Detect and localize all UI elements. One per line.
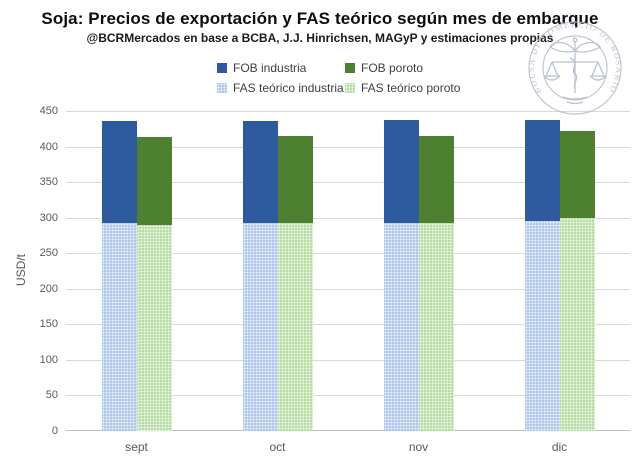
- y-tick-label-250: 250: [39, 247, 58, 260]
- bar-fas-teorico-industria-nov: [383, 222, 419, 431]
- bar-fas-teorico-poroto-oct: [277, 223, 313, 431]
- plot-area: [66, 111, 630, 431]
- bar-fob-industria-nov: [383, 119, 419, 223]
- x-axis-line: [66, 430, 630, 431]
- legend-label-fob-poroto: FOB poroto: [361, 61, 424, 75]
- bar-fob-poroto-oct: [277, 135, 313, 224]
- pattern-swatch-icon: [217, 83, 227, 93]
- gridline-300: [66, 217, 630, 219]
- gridline-450: [66, 111, 630, 112]
- x-axis-labels: sept oct nov dic: [66, 440, 630, 458]
- bar-fas-teorico-poroto-nov: [418, 222, 454, 431]
- legend-label-fas-teorico-poroto: FAS teórico poroto: [361, 81, 461, 95]
- legend-item-fob-industria: FOB industria: [217, 61, 345, 75]
- bar-fob-industria-oct: [242, 120, 278, 224]
- bcr-rosario-seal-logo: BOLSA DE COMERCIO DE ROSARIO: [527, 20, 623, 115]
- x-axis-label-dic: dic: [551, 440, 568, 454]
- gridline-50: [66, 395, 630, 397]
- y-tick-label-200: 200: [39, 282, 58, 295]
- bar-fob-industria-sept: [101, 120, 137, 224]
- caduceus-scales-icon: [543, 37, 607, 105]
- gridline-400: [66, 146, 630, 148]
- chart-title: Soja: Precios de exportación y FAS teóri…: [41, 9, 599, 28]
- x-axis-label-sept: sept: [125, 440, 148, 454]
- bar-fob-poroto-dic: [559, 130, 595, 219]
- legend-label-fob-industria: FOB industria: [233, 61, 307, 75]
- legend-item-fas-teorico-industria: FAS teórico industria: [217, 81, 345, 95]
- solid-swatch-icon: [217, 63, 227, 73]
- chart-subtitle: @BCRMercados en base a BCBA, J.J. Hinric…: [86, 31, 554, 45]
- bar-fas-teorico-industria-sept: [101, 223, 137, 431]
- bar-fas-teorico-industria-oct: [242, 223, 278, 431]
- bar-fob-poroto-nov: [418, 135, 454, 223]
- y-tick-label-450: 450: [39, 105, 58, 117]
- solid-swatch-icon: [345, 63, 355, 73]
- y-tick-label-50: 50: [45, 389, 58, 402]
- y-tick-label-350: 350: [39, 176, 58, 189]
- bar-fas-teorico-poroto-sept: [136, 224, 172, 431]
- legend-label-fas-teorico-industria: FAS teórico industria: [233, 81, 344, 95]
- bar-fas-teorico-industria-dic: [524, 220, 560, 431]
- y-tick-label-100: 100: [39, 353, 58, 366]
- bar-fob-poroto-sept: [136, 137, 172, 225]
- x-axis-label-nov: nov: [408, 440, 429, 454]
- pattern-swatch-icon: [345, 83, 355, 93]
- seal-circles-icon: [528, 21, 622, 115]
- y-tick-label-150: 150: [39, 318, 58, 331]
- x-axis-label-oct: oct: [269, 440, 286, 454]
- legend: FOB industria FOB poroto FAS teórico indus…: [217, 61, 460, 95]
- y-axis-ticks: 0 50 100 150 200 250 300 350 400 450: [22, 105, 58, 437]
- bar-fob-industria-dic: [524, 119, 560, 221]
- y-tick-label-400: 400: [39, 140, 58, 153]
- gridline-100: [66, 359, 630, 361]
- legend-item-fob-poroto: FOB poroto: [345, 61, 460, 75]
- y-tick-label-300: 300: [39, 211, 58, 224]
- gridline-350: [66, 182, 630, 184]
- legend-item-fas-teorico-poroto: FAS teórico poroto: [345, 81, 460, 95]
- gridline-200: [66, 288, 630, 290]
- gridline-150: [66, 324, 630, 326]
- gridline-250: [66, 253, 630, 255]
- y-tick-label-0: 0: [51, 425, 58, 437]
- bar-fas-teorico-poroto-dic: [559, 218, 595, 431]
